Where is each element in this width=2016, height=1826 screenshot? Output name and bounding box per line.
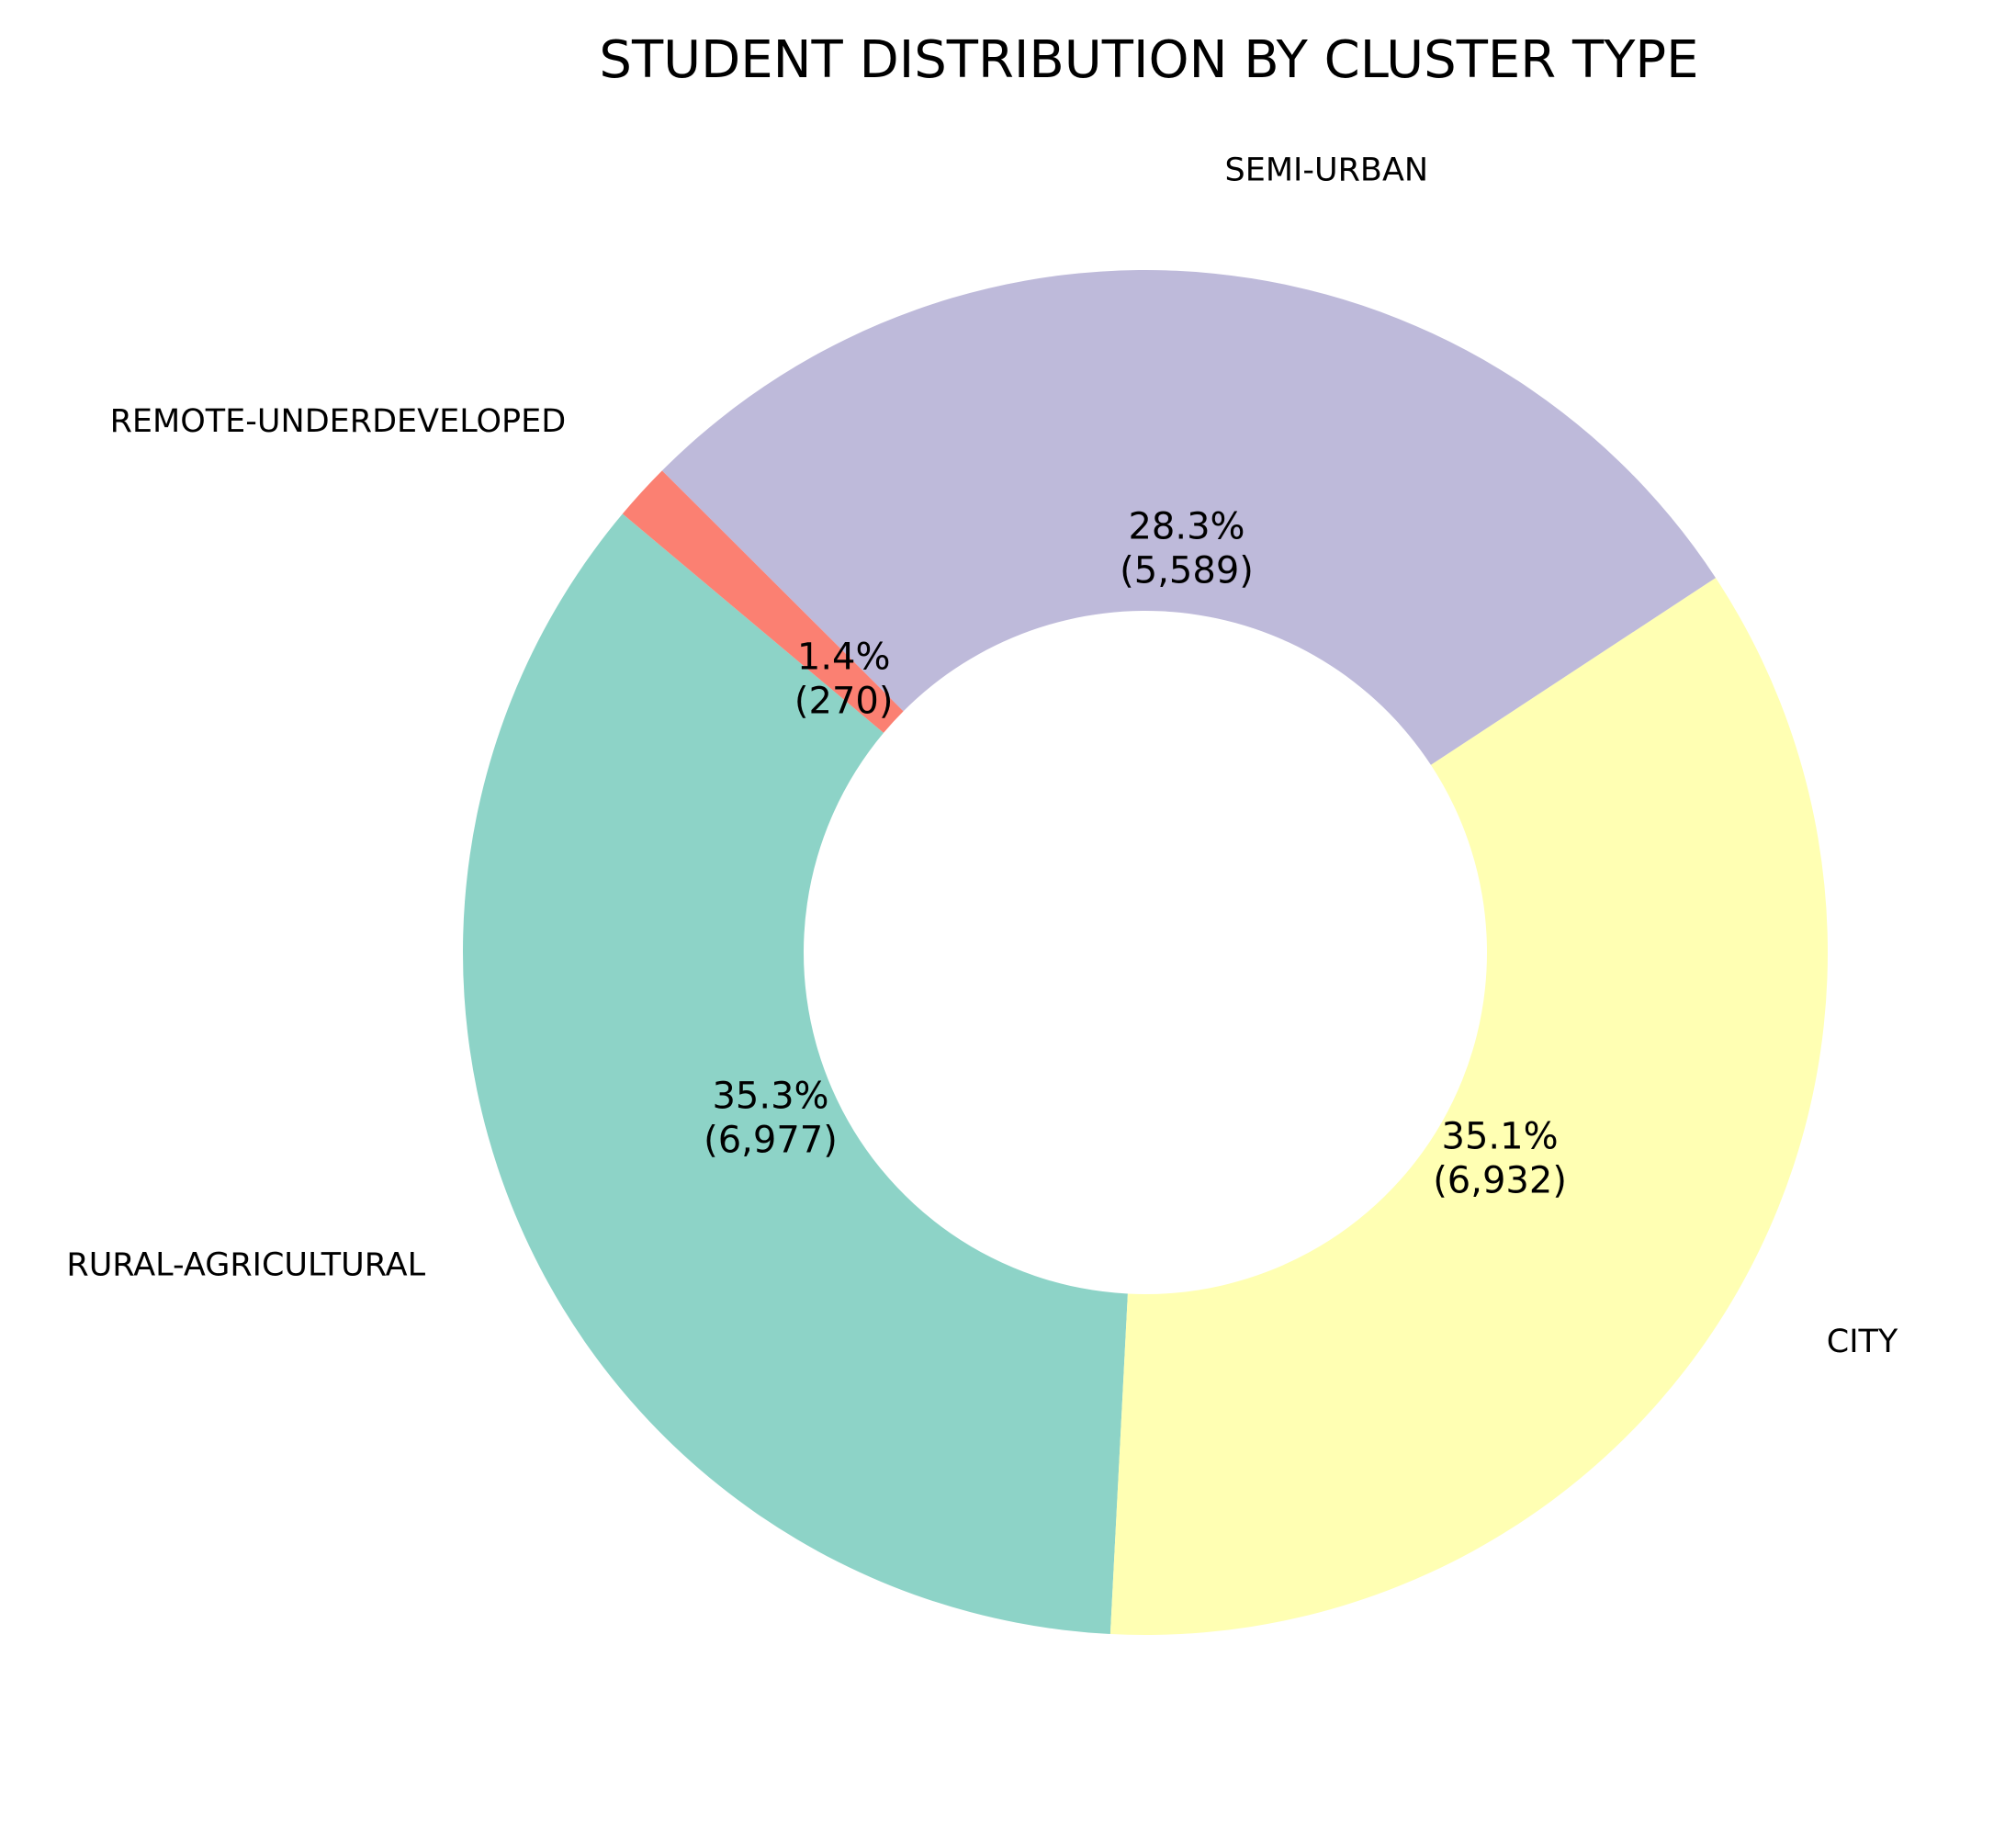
slice-city bbox=[1109, 578, 1828, 1635]
slice-label-remote-underdeveloped: REMOTE-UNDERDEVELOPED bbox=[110, 403, 567, 440]
count-text: (5,589) bbox=[1120, 549, 1254, 592]
pct-label-city: 35.1%(6,932) bbox=[1433, 1115, 1567, 1201]
count-text: (6,932) bbox=[1433, 1159, 1567, 1201]
count-text: (270) bbox=[794, 681, 894, 723]
percent-text: 1.4% bbox=[797, 637, 891, 679]
slice-rural-agricultural bbox=[463, 513, 1128, 1635]
slice-label-semi-urban: SEMI-URBAN bbox=[1225, 152, 1429, 188]
count-text: (6,977) bbox=[704, 1120, 838, 1162]
slice-semi-urban bbox=[661, 270, 1717, 765]
pct-label-remote-underdeveloped: 1.4%(270) bbox=[794, 637, 894, 723]
slices-layer bbox=[463, 270, 1828, 1635]
chart-title: STUDENT DISTRIBUTION BY CLUSTER TYPE bbox=[599, 30, 1698, 90]
pct-label-semi-urban: 28.3%(5,589) bbox=[1120, 505, 1254, 592]
labels-layer: RURAL-AGRICULTURAL35.3%(6,977)CITY35.1%(… bbox=[66, 152, 1898, 1360]
pct-label-rural-agricultural: 35.3%(6,977) bbox=[704, 1076, 838, 1162]
percent-text: 35.1% bbox=[1442, 1115, 1559, 1157]
percent-text: 35.3% bbox=[712, 1076, 828, 1118]
slice-label-city: CITY bbox=[1827, 1324, 1898, 1360]
percent-text: 28.3% bbox=[1128, 505, 1245, 547]
slice-label-rural-agricultural: RURAL-AGRICULTURAL bbox=[66, 1246, 425, 1283]
slice-remote-underdeveloped bbox=[622, 470, 904, 733]
